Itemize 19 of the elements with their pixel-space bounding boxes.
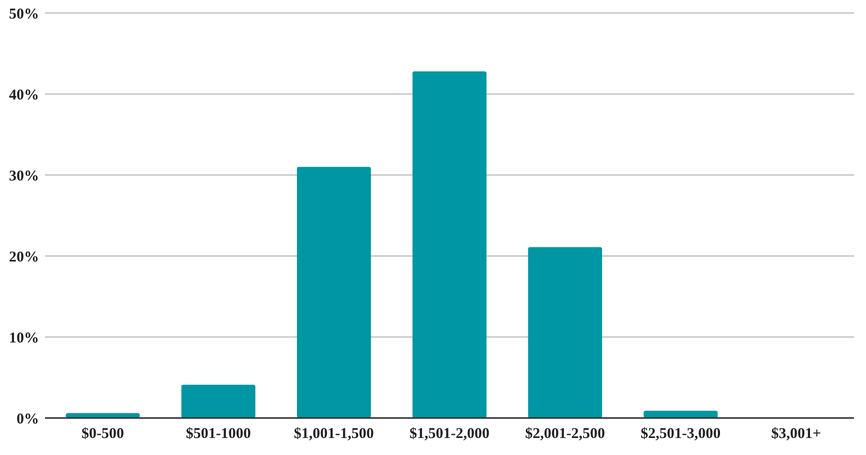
bar xyxy=(181,384,256,418)
bar xyxy=(296,166,371,418)
bar xyxy=(412,71,486,418)
bar xyxy=(66,413,140,418)
bar xyxy=(644,410,718,418)
y-tick-label: 50% xyxy=(9,6,39,22)
x-tick-label: $0-500 xyxy=(82,426,124,442)
x-tick-label: $2,501-3,000 xyxy=(640,426,721,442)
x-tick-label: $501-1000 xyxy=(186,426,251,442)
x-tick-label: $3,001+ xyxy=(771,426,822,442)
bar xyxy=(528,247,602,418)
y-tick-label: 20% xyxy=(9,249,39,266)
x-tick-label: $2,001-2,500 xyxy=(525,426,606,442)
y-tick-label: 40% xyxy=(9,87,39,104)
y-tick-label: 10% xyxy=(9,330,39,346)
y-tick-label: 30% xyxy=(9,168,39,184)
y-tick-label: 0% xyxy=(16,411,39,428)
x-tick-label: $1,001-1,500 xyxy=(294,426,374,442)
x-tick-label: $1,501-2,000 xyxy=(410,426,490,442)
